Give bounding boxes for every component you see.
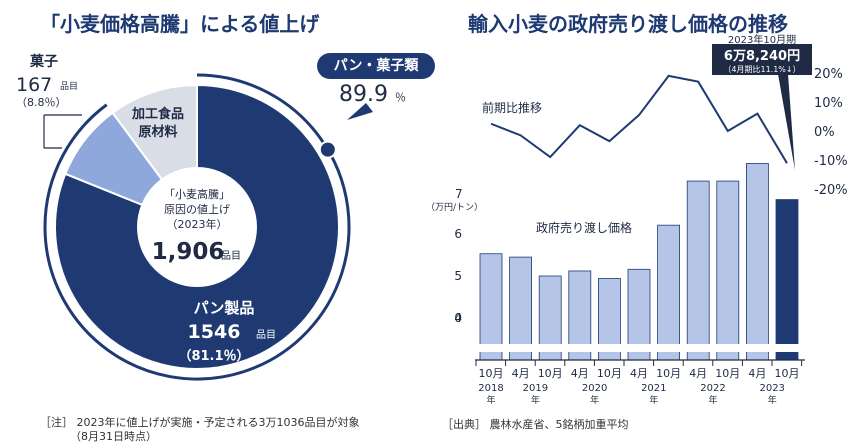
donut-chart-title: 「小麦価格高騰」による値上げ — [40, 12, 320, 36]
x-year-label: 2021 — [641, 383, 666, 394]
x-year-suffix: 年 — [768, 394, 777, 406]
left-tick-label: 0 — [454, 311, 462, 325]
x-month-label: 4月 — [512, 367, 530, 380]
right-tick-label: 20% — [814, 67, 843, 82]
center-line1: 「小麦高騰」 — [164, 187, 230, 201]
bread-unit: 品目 — [256, 329, 276, 341]
bar-series — [479, 163, 799, 361]
x-month-label: 10月 — [715, 367, 740, 380]
x-year-suffix: 年 — [649, 394, 658, 406]
donut-chart: 「小麦高騰」 原因の値上げ （2023年） 1,906 品目 パン製品 1546… — [16, 53, 373, 381]
left-tick-label: 4 — [454, 311, 462, 325]
processed-label-line2: 原材料 — [138, 124, 177, 140]
sweets-label: 菓子 — [29, 53, 58, 70]
callout-value: 6万8,240円 — [723, 49, 801, 64]
right-tick-label: 0% — [814, 125, 835, 140]
yoy-line — [490, 74, 788, 164]
x-month-labels: 10月 4月 10月 4月 10月 4月 10月 4月 10月 4月 10月 — [479, 367, 800, 380]
callout-sub: （4月期比11.1%↓） — [723, 65, 801, 74]
bar-6 — [657, 224, 680, 361]
sweets-unit: 品目 — [60, 81, 78, 92]
x-year-suffix: 年 — [486, 394, 495, 406]
right-axis-tick-labels: 20% 10% 0% -10% -20% — [814, 67, 848, 198]
highlight-ring-arc — [43, 73, 351, 381]
bread-percent: （81.1％） — [178, 348, 249, 364]
right-tick-label: 10% — [814, 96, 843, 111]
ring-marker-dot — [318, 140, 337, 159]
bar-10 — [775, 199, 799, 361]
x-year-label: 2018 — [478, 383, 503, 394]
sweets-percent: （8.8％） — [16, 96, 67, 109]
x-month-label: 10月 — [597, 367, 622, 380]
sweets-value: 167 — [16, 74, 52, 96]
axis-break-band — [475, 344, 805, 352]
x-month-label: 10月 — [538, 367, 563, 380]
line-series-label: 前期比推移 — [482, 100, 542, 115]
center-line3: （2023年） — [167, 217, 228, 231]
x-year-suffix: 年 — [531, 394, 540, 406]
right-tick-label: -20% — [814, 183, 848, 198]
center-line2: 原因の値上げ — [164, 203, 230, 216]
x-year-label: 2022 — [700, 383, 725, 394]
bar-9 — [746, 163, 769, 361]
latest-price-callout: 6万8,240円 （4月期比11.1%↓） — [712, 44, 812, 75]
center-total: 1,906 — [152, 239, 225, 265]
source-text: 農林水産省、5銘柄加重平均 — [489, 418, 629, 431]
note-line1: 2023年に値上げが実施・予定される3万1036品目が対象 — [76, 416, 360, 429]
processed-label-line1: 加工食品 — [131, 106, 184, 122]
x-month-label: 4月 — [748, 367, 766, 380]
chip-pointer — [347, 103, 373, 120]
x-year-suffix: 年 — [708, 394, 717, 406]
line-bar-chart-title: 輸入小麦の政府売り渡し価格の推移 — [468, 12, 788, 36]
bread-sweets-share-value: 89.9 — [339, 82, 388, 107]
callout-header: 2023年10月期 — [727, 35, 797, 46]
x-month-label: 10月 — [479, 367, 504, 380]
x-month-label: 4月 — [630, 367, 648, 380]
bread-sweets-share-unit: ％ — [394, 91, 406, 104]
note-block: ［注］ 2023年に値上げが実施・予定される3万1036品目が対象 — [40, 414, 360, 430]
bar-7 — [686, 180, 710, 361]
callout-pointer — [778, 74, 795, 170]
bar-series-label: 政府売り渡し価格 — [536, 220, 632, 235]
x-month-label: 10月 — [656, 367, 681, 380]
right-tick-label: -10% — [814, 154, 848, 169]
note-line2: （8月31日時点） — [70, 430, 157, 443]
x-year-label: 2019 — [523, 383, 548, 394]
x-year-suffix: 年 — [590, 394, 599, 406]
left-axis-unit: （万円/トン） — [426, 202, 483, 213]
center-total-unit: 品目 — [221, 250, 241, 262]
donut-hole — [137, 167, 257, 287]
left-tick-label: 6 — [454, 227, 462, 241]
x-month-label: 10月 — [775, 367, 800, 380]
x-tick-marks — [475, 360, 803, 366]
bread-value: 1546 — [188, 321, 241, 343]
left-axis-top-tick: 7 — [455, 187, 463, 201]
left-axis-tick-labels: 04 5 6 — [454, 227, 462, 325]
x-year-label: 2023 — [759, 383, 784, 394]
x-year-label: 2020 — [582, 383, 607, 394]
center-total-value: 1,906 — [152, 239, 225, 265]
bread-sweets-chip: パン・菓子類 — [317, 53, 435, 79]
note-label: ［注］ — [40, 416, 73, 429]
x-month-label: 4月 — [689, 367, 707, 380]
source-label: ［出典］ — [442, 418, 486, 431]
bar-8 — [716, 180, 740, 361]
bread-sweets-share: 89.9 ％ — [339, 82, 406, 107]
left-tick-label: 5 — [454, 269, 462, 283]
source-block: ［出典］ 農林水産省、5銘柄加重平均 — [442, 416, 629, 432]
bread-sweets-chip-label: パン・菓子類 — [333, 58, 419, 74]
bread-label: パン製品 — [194, 299, 255, 317]
x-month-label: 4月 — [571, 367, 589, 380]
